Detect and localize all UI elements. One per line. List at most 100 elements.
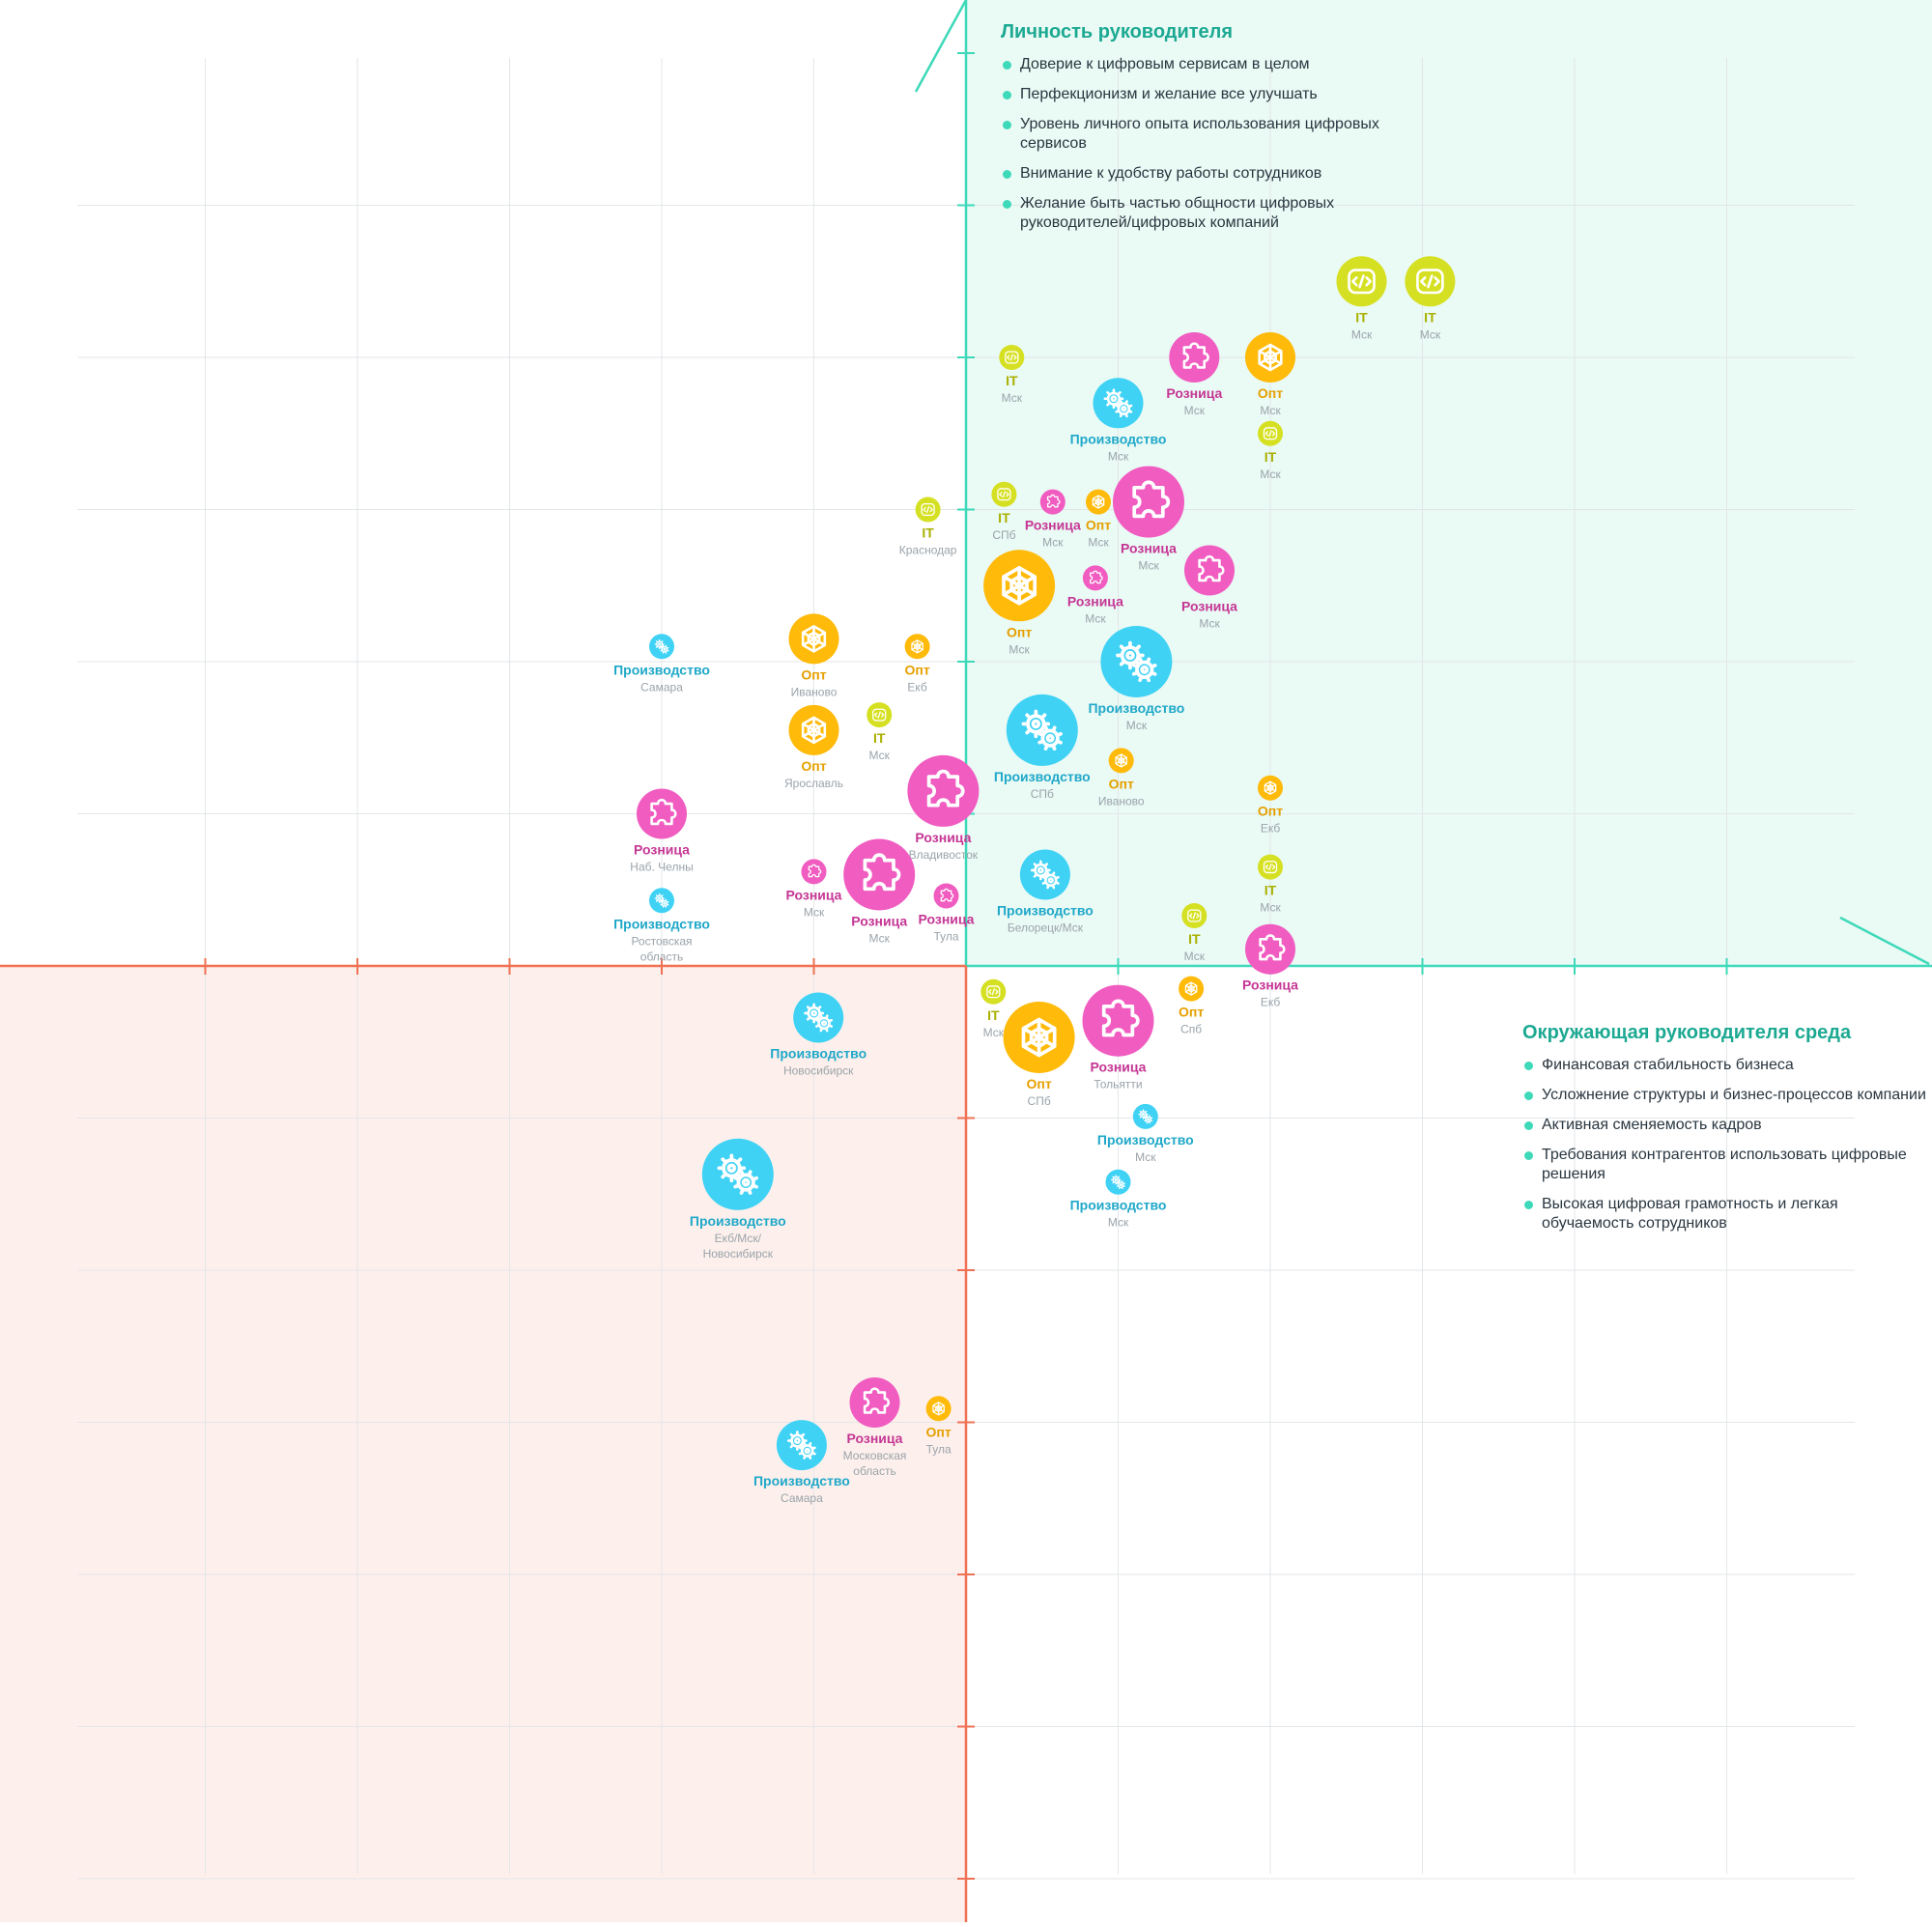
legend-environment-title: Окружающая руководителя среда [1522,1022,1852,1043]
data-point-label: Розница [786,887,842,902]
data-point-city: Ростовская [631,934,692,948]
data-point-roznica: Розница Мск [1181,545,1237,631]
gears-icon [717,1153,758,1195]
data-point-city: Мск [1108,449,1129,463]
data-point-city: Новосибирск [783,1064,854,1078]
data-point-opt: Опт Иваново [1098,748,1145,808]
data-point-city: Екб/Мск/ [715,1232,762,1245]
network-icon [1258,343,1283,372]
data-point-city: Владивосток [909,848,979,862]
data-point-label: Производство [994,769,1091,784]
data-point-city: Мск [1009,642,1030,656]
code-icon [1263,427,1278,440]
data-point-opt: Опт Иваново [788,613,839,698]
puzzle-icon [940,888,954,902]
data-point-proizvodstvo: Производство Мск [1070,1169,1167,1230]
data-point-label: Опт [1258,385,1283,401]
data-point-city: СПб [1031,787,1054,801]
data-point-opt: Опт Екб [904,634,930,694]
legend-personality-item: Доверие к цифровым сервисам в целом [1001,55,1406,74]
data-point-it: IT Мск [980,978,1007,1039]
puzzle-icon [808,864,822,878]
data-point-marker [1082,565,1108,591]
gears-icon [1111,1175,1125,1190]
legend-personality: Личность руководителя Доверие к цифровым… [1001,21,1406,243]
data-point-label: Опт [925,1424,951,1439]
data-point-city: Екб [1261,822,1281,836]
network-icon [1002,565,1037,606]
network-icon [932,1402,945,1416]
code-icon [1005,351,1019,364]
data-point-roznica: Розница Мск [1113,466,1184,573]
data-point-proizvodstvo: Производство Мск [1088,626,1184,732]
data-point-city: Спб [1180,1023,1202,1036]
data-point-marker [1245,923,1295,975]
gears-icon [1021,709,1063,751]
data-point-city: СПб [992,528,1015,542]
data-point-marker [1082,984,1154,1057]
data-point-label: IT [1355,309,1368,325]
data-point-proizvodstvo: Производство Белорецк/Мск [997,849,1094,935]
data-point-label: Розница [1242,978,1298,993]
data-point-label: Розница [1166,385,1222,401]
data-point-label: Производство [1088,700,1184,716]
gears-icon [654,638,669,654]
data-point-label: IT [873,730,886,746]
code-icon [1348,269,1376,295]
data-point-label: Розница [851,914,907,929]
legend-environment-item: Усложнение структуры и бизнес-процессов … [1522,1086,1928,1105]
axis-y-arrow [914,0,968,93]
data-point-roznica: Розница Наб. Челны [630,788,694,874]
data-point-city: Мск [1351,327,1373,341]
data-point-city: Мск [1135,1150,1156,1164]
data-point-roznica: Розница Мск [1025,489,1081,550]
network-icon [1021,1017,1057,1058]
data-point-label: Производство [690,1213,786,1229]
data-point-label: Производство [1070,1198,1167,1213]
network-icon [1115,753,1128,768]
data-point-city: Краснодар [899,544,957,557]
data-point-opt: Опт Екб [1258,775,1283,836]
data-point-proizvodstvo: Производство Новосибирск [770,992,867,1078]
code-icon [1416,269,1444,295]
data-point-city: Екб [907,680,927,694]
gears-icon [1138,1109,1153,1124]
axis-x-arrow [1839,916,1930,966]
gears-icon [654,893,669,908]
data-point-marker [907,754,980,827]
data-point-city: Мск [983,1026,1005,1039]
network-icon [801,625,827,653]
data-point-label: Опт [1086,518,1111,533]
legend-environment-item: Финансовая стабильность бизнеса [1522,1056,1928,1075]
data-point-opt: Опт Ярославль [784,704,843,790]
data-point-city: Мск [1260,901,1281,915]
data-point-label: Опт [801,666,826,682]
data-point-marker [637,788,687,839]
gears-icon [804,1003,834,1033]
code-icon [921,502,935,517]
puzzle-icon [1046,494,1061,508]
code-icon [997,488,1011,501]
data-point-label: Производство [1097,1132,1194,1148]
puzzle-icon [650,798,677,826]
data-point-it: IT Мск [867,702,893,762]
data-point-it: IT Мск [1405,256,1456,341]
data-point-label: IT [998,510,1010,525]
puzzle-icon [1182,342,1209,369]
network-icon [1264,780,1277,795]
data-point-city: область [853,1464,895,1478]
puzzle-icon [1132,480,1171,519]
code-icon [872,708,887,722]
data-point-opt: Опт Мск [983,550,1056,656]
data-point-it: IT СПб [991,481,1017,542]
puzzle-icon [863,853,901,892]
data-point-label: Розница [1121,541,1177,556]
data-point-roznica: Розница Владивосток [907,754,980,862]
data-point-city: Мск [804,905,825,919]
legend-personality-item: Желание быть частью общности цифровых ру… [1001,194,1406,233]
gears-icon [1116,640,1157,683]
data-point-proizvodstvo: Производство Мск [1097,1103,1194,1164]
